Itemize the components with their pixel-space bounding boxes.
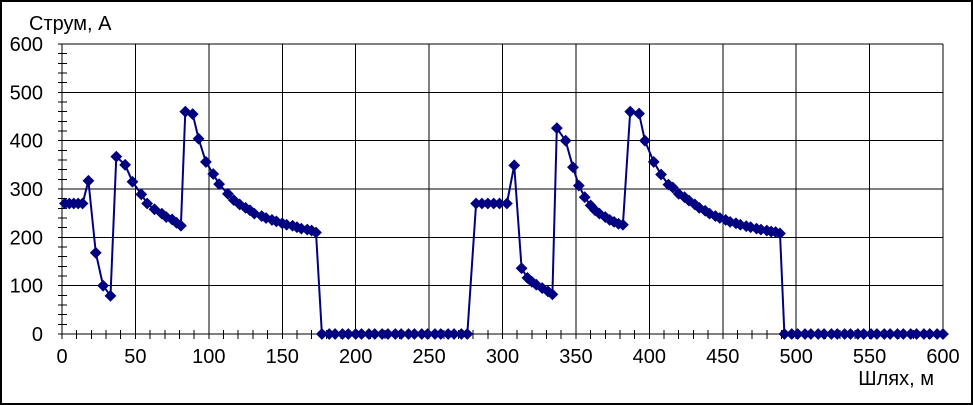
data-point-marker <box>89 246 102 259</box>
data-point-marker <box>244 204 256 217</box>
data-point-marker <box>461 328 474 340</box>
data-point-marker <box>616 218 629 231</box>
data-point-marker <box>199 156 212 168</box>
data-point-marker <box>774 227 786 240</box>
data-point-marker <box>624 105 637 118</box>
data-point-marker <box>104 289 117 302</box>
data-point-marker <box>937 328 949 340</box>
data-point-marker <box>227 194 240 207</box>
x-tick-label: 500 <box>779 346 812 368</box>
data-point-marker <box>647 156 660 168</box>
x-tick-label: 450 <box>706 346 739 368</box>
data-point-marker <box>126 175 139 188</box>
data-point-marker <box>550 122 563 135</box>
data-point-marker <box>500 197 513 210</box>
y-tick-label: 500 <box>10 82 43 104</box>
data-series-markers <box>59 105 949 340</box>
data-series-line <box>63 110 944 335</box>
x-tick-label: 250 <box>412 346 445 368</box>
data-point-marker <box>97 279 110 292</box>
data-point-marker <box>593 207 606 220</box>
data-point-marker <box>530 278 543 291</box>
data-point-marker <box>179 105 192 118</box>
y-tick-label: 200 <box>10 227 43 249</box>
data-point-marker <box>639 134 651 147</box>
x-axis-label: Шлях, м <box>858 368 934 390</box>
data-point-marker <box>213 178 226 191</box>
data-point-marker <box>248 207 261 220</box>
x-tick-label: 350 <box>559 346 592 368</box>
tick-labels: 0 50 100 150 200 250 300 350 400 450 500 550 600 0 100… <box>10 34 960 368</box>
data-point-marker <box>192 132 205 145</box>
y-tick-label: 0 <box>32 324 43 346</box>
y-tick-label: 400 <box>10 131 43 153</box>
x-tick-label: 300 <box>486 346 519 368</box>
data-point-marker <box>186 108 199 120</box>
data-point-marker <box>633 107 645 120</box>
data-point-marker <box>693 201 706 214</box>
data-point-marker <box>222 187 234 200</box>
y-axis-label: Струм, А <box>29 13 112 35</box>
y-tick-label: 300 <box>10 179 43 201</box>
data-point-marker <box>207 168 220 180</box>
data-point-marker <box>148 203 161 216</box>
gridlines <box>61 43 944 335</box>
x-tick-label: 0 <box>56 346 67 368</box>
y-tick-label: 100 <box>10 276 43 298</box>
data-point-marker <box>578 191 591 204</box>
x-tick-label: 150 <box>266 346 299 368</box>
axis-ticks <box>58 43 944 339</box>
data-point-marker <box>515 262 528 275</box>
data-point-marker <box>559 134 572 147</box>
data-point-marker <box>155 207 168 220</box>
data-point-marker <box>233 198 246 211</box>
x-tick-label: 100 <box>192 346 225 368</box>
y-tick-label: 600 <box>10 34 43 56</box>
data-point-marker <box>572 179 585 192</box>
data-point-marker <box>135 188 148 201</box>
data-point-marker <box>141 197 154 210</box>
data-point-marker <box>666 181 679 194</box>
x-tick-label: 600 <box>926 346 959 368</box>
data-point-marker <box>76 197 89 210</box>
x-tick-label: 550 <box>853 346 886 368</box>
data-point-marker <box>589 204 601 217</box>
data-point-marker <box>655 168 667 181</box>
x-tick-label: 50 <box>124 346 146 368</box>
data-point-marker <box>310 226 322 239</box>
data-point-marker <box>119 158 132 171</box>
data-point-marker <box>110 150 123 163</box>
data-point-marker <box>688 198 701 211</box>
data-point-marker <box>175 219 187 232</box>
x-tick-label: 400 <box>633 346 666 368</box>
data-point-marker <box>508 159 521 172</box>
data-point-marker <box>567 161 579 174</box>
data-point-marker <box>546 288 559 301</box>
data-point-marker <box>82 174 95 187</box>
data-point-marker <box>166 213 179 226</box>
data-point-marker <box>703 207 716 220</box>
x-tick-label: 200 <box>339 346 372 368</box>
